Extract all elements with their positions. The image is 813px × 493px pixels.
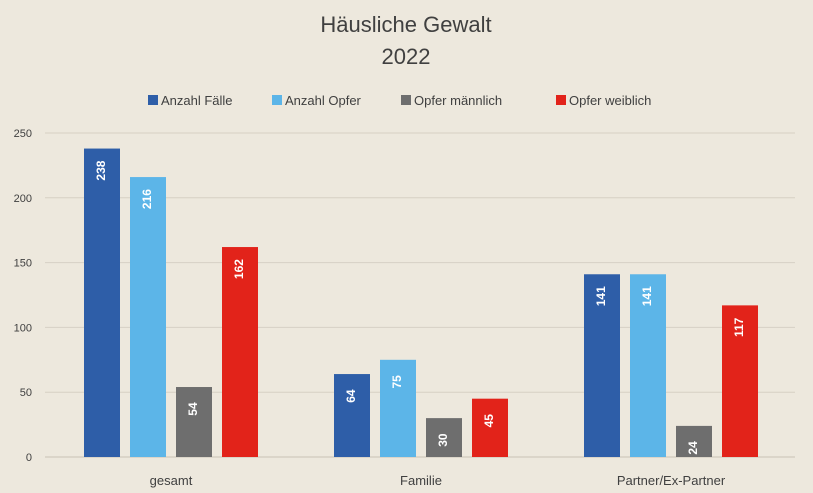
legend-item-opfer-m-nnlich: Opfer männlich	[401, 93, 502, 108]
bars: 238 216 54 162 64 75 30 45 141 141 24 117	[84, 148, 758, 457]
bar-familie-anzahl-f-lle	[334, 374, 370, 457]
x-category-label-gesamt: gesamt	[150, 473, 193, 488]
legend-label-opfer-weiblich: Opfer weiblich	[569, 93, 651, 108]
y-axis-ticks: 0 50 100 150 200 250	[14, 128, 32, 464]
legend-item-anzahl-opfer: Anzahl Opfer	[272, 93, 362, 108]
y-tick-label-0: 0	[26, 452, 32, 464]
bar-partner-ex-partner-anzahl-f-lle	[584, 274, 620, 457]
gridlines	[45, 132, 795, 458]
legend-swatch-opfer-m-nnlich	[401, 95, 411, 105]
data-label-gesamt-opfer-weiblich: 162	[232, 259, 246, 279]
data-label-familie-opfer-m-nnlich: 30	[436, 433, 450, 447]
bar-gesamt-anzahl-opfer	[130, 177, 166, 457]
bar-gesamt-anzahl-f-lle	[84, 148, 120, 457]
y-tick-label-200: 200	[14, 193, 32, 205]
legend-item-opfer-weiblich: Opfer weiblich	[556, 93, 651, 108]
data-label-gesamt-anzahl-f-lle: 238	[94, 160, 108, 180]
y-tick-label-100: 100	[14, 322, 32, 334]
data-label-partner-ex-partner-opfer-weiblich: 117	[732, 317, 746, 337]
bar-partner-ex-partner-opfer-m-nnlich	[676, 425, 712, 457]
chart-title: Häusliche Gewalt	[320, 12, 491, 37]
data-label-familie-opfer-weiblich: 45	[482, 414, 496, 428]
data-label-gesamt-anzahl-opfer: 216	[140, 189, 154, 209]
x-axis-labels: gesamt Familie Partner/Ex-Partner	[150, 473, 726, 488]
legend-swatch-anzahl-f-lle	[148, 95, 158, 105]
bar-gesamt-opfer-m-nnlich	[176, 387, 212, 457]
legend-swatch-opfer-weiblich	[556, 95, 566, 105]
legend-swatch-anzahl-opfer	[272, 95, 282, 105]
data-label-familie-anzahl-f-lle: 64	[344, 389, 358, 403]
bar-familie-anzahl-opfer	[380, 359, 416, 457]
data-label-familie-anzahl-opfer: 75	[390, 375, 404, 389]
legend-item-anzahl-f-lle: Anzahl Fälle	[148, 93, 233, 108]
bar-gesamt-opfer-weiblich	[222, 247, 258, 457]
bar-familie-opfer-weiblich	[472, 398, 508, 457]
x-category-label-familie: Familie	[400, 473, 442, 488]
data-label-partner-ex-partner-anzahl-f-lle: 141	[594, 286, 608, 306]
legend-label-anzahl-f-lle: Anzahl Fälle	[161, 93, 233, 108]
data-label-partner-ex-partner-opfer-m-nnlich: 24	[686, 441, 700, 455]
x-category-label-partner-ex-partner: Partner/Ex-Partner	[617, 473, 726, 488]
bar-partner-ex-partner-anzahl-opfer	[630, 274, 666, 457]
y-tick-label-150: 150	[14, 258, 32, 270]
data-label-partner-ex-partner-anzahl-opfer: 141	[640, 286, 654, 306]
bar-familie-opfer-m-nnlich	[426, 418, 462, 457]
bar-partner-ex-partner-opfer-weiblich	[722, 305, 758, 457]
data-label-gesamt-opfer-m-nnlich: 54	[186, 402, 200, 416]
legend-label-anzahl-opfer: Anzahl Opfer	[285, 93, 362, 108]
chart-subtitle: 2022	[382, 44, 431, 69]
legend: Anzahl Fälle Anzahl Opfer Opfer männlich Op…	[148, 93, 651, 108]
legend-label-opfer-m-nnlich: Opfer männlich	[414, 93, 502, 108]
y-tick-label-50: 50	[20, 387, 32, 399]
y-tick-label-250: 250	[14, 128, 32, 140]
